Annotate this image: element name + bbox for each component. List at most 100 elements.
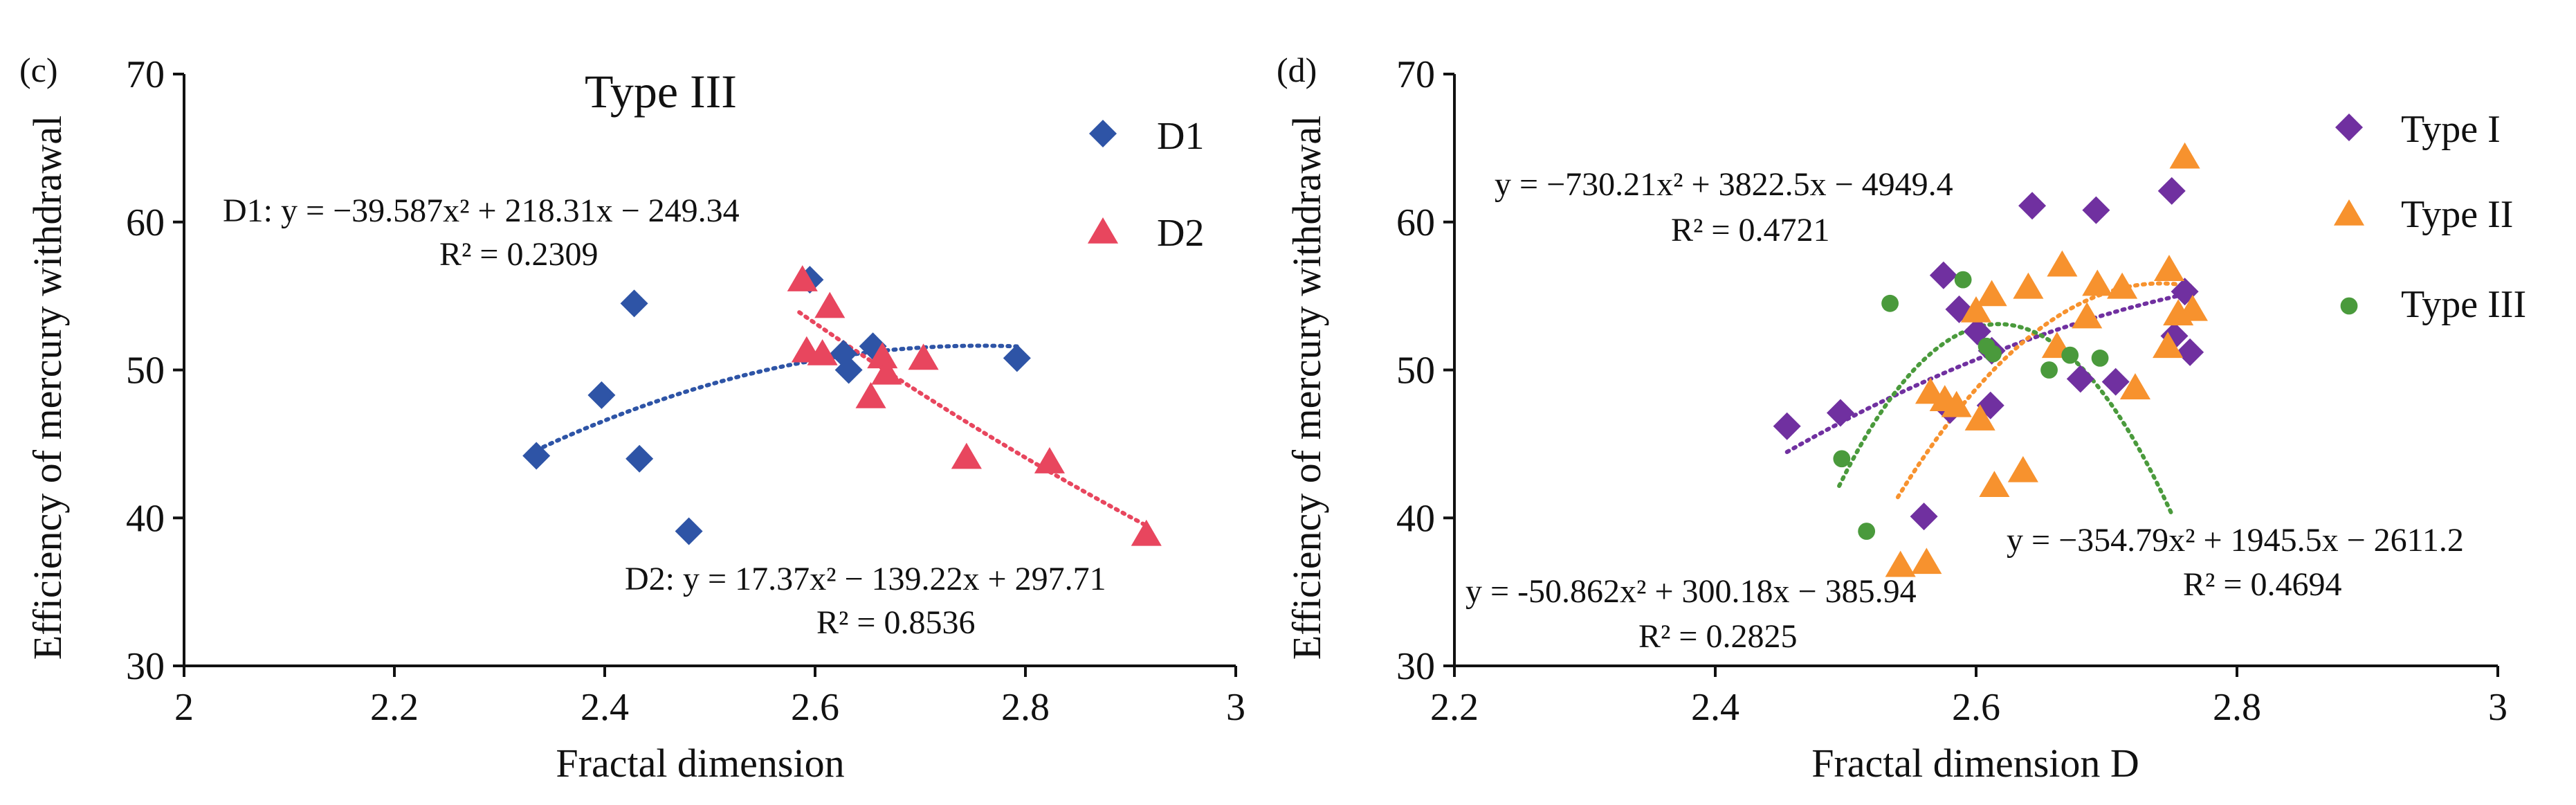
panel-label-d: (d) (1277, 51, 1317, 89)
x-tick-label: 2.6 (791, 686, 839, 729)
x-tick-label: 2 (174, 686, 194, 729)
data-point-type-iii (2040, 361, 2058, 379)
equation-type-3: y = −730.21x² + 3822.5x − 4949.4 (1495, 166, 1953, 203)
data-point-type-ii (2177, 294, 2208, 321)
legend-marker-type-i (2335, 114, 2363, 141)
x-tick-label: 3 (1226, 686, 1245, 729)
x-tick-label: 2.2 (370, 686, 419, 729)
y-tick-label: 70 (126, 53, 165, 96)
y-tick-label: 50 (126, 350, 165, 392)
x-tick-label: 2.8 (1001, 686, 1050, 729)
legend-c (1087, 120, 1119, 244)
r2-type-3: R² = 0.4721 (1671, 212, 1829, 248)
data-point-d2 (1034, 447, 1066, 473)
trendlines-c (534, 310, 1149, 528)
data-point-type-ii (2013, 272, 2044, 299)
equation-d1: D1: y = −39.587x² + 218.31x − 249.34 (223, 192, 740, 229)
trendline-type-ii (1895, 281, 2193, 500)
trendline-d2 (797, 310, 1149, 528)
data-point-d1 (620, 289, 648, 318)
data-point-type-i (2101, 368, 2130, 396)
data-point-type-ii (2072, 302, 2103, 329)
data-point-type-ii (1911, 548, 1942, 575)
y-tick-label: 60 (1396, 201, 1435, 244)
data-point-d2 (867, 342, 898, 369)
x-axis-title-c: Fractal dimension (556, 741, 844, 786)
data-point-type-iii (1984, 345, 2002, 363)
chart-panel-d: (d) Fractal dimension D Efficiency of me… (1277, 51, 2526, 786)
data-point-type-iii (1954, 271, 1972, 289)
legend-label-d1: D1 (1157, 115, 1204, 158)
x-tick-label: 3 (2488, 686, 2508, 729)
legend-marker-d2 (1087, 217, 1119, 244)
series-d2 (787, 265, 1162, 546)
data-point-type-iii (1858, 523, 1876, 540)
data-point-type-iii (1833, 450, 1851, 468)
data-point-type-ii (2082, 269, 2113, 296)
data-point-type-ii (1885, 550, 1916, 577)
data-point-type-i (1910, 503, 1938, 531)
data-point-d1 (587, 381, 616, 409)
legend-marker-type-ii (2333, 199, 2365, 226)
data-point-d1 (625, 444, 654, 473)
legend-label-type-3: Type III (2401, 283, 2526, 326)
data-point-type-i (2066, 365, 2094, 393)
y-tick-label: 30 (1396, 645, 1435, 688)
data-point-d2 (951, 442, 982, 469)
y-tick-label: 50 (1396, 350, 1435, 392)
y-tick-label: 30 (126, 645, 165, 688)
chart-title-c: Type III (585, 65, 737, 118)
legend-label-type-1: Type I (2401, 108, 2501, 151)
axes-c: 30 40 50 60 70 2 2.2 2.4 2.6 2.8 3 (126, 53, 1245, 729)
data-point-type-i (1826, 399, 1854, 427)
x-tick-label: 2.4 (1691, 686, 1739, 729)
equation-type-2: y = −354.79x² + 1945.5x − 2611.2 (2007, 522, 2464, 559)
data-point-d2 (1131, 519, 1162, 546)
data-point-type-i (1773, 412, 1801, 440)
y-tick-label: 40 (1396, 497, 1435, 540)
data-point-type-iii (2091, 350, 2109, 367)
x-tick-label: 2.2 (1430, 686, 1479, 729)
data-point-d1 (834, 356, 863, 384)
data-point-type-ii (2047, 250, 2078, 277)
data-point-type-ii (1976, 280, 2007, 307)
data-point-type-i (2176, 338, 2204, 366)
y-tick-label: 70 (1396, 53, 1435, 96)
data-point-d1 (1003, 344, 1031, 372)
data-point-type-i (1929, 261, 1957, 289)
legend-d (2333, 114, 2365, 315)
data-point-type-ii (2007, 455, 2038, 482)
data-point-type-i (2018, 192, 2047, 220)
y-axis-title-c: Efficiency of mercury withdrawal (25, 116, 70, 660)
panel-label-c: (c) (19, 51, 58, 89)
y-tick-label: 40 (126, 497, 165, 540)
y-axis-title-d: Efficiency of mercury withdrawal (1284, 116, 1329, 660)
data-point-type-ii (1979, 471, 2010, 498)
r2-d2: R² = 0.8536 (816, 604, 975, 641)
axes-d: 30 40 50 60 70 2.2 2.4 2.6 2.8 3 (1396, 53, 2508, 729)
equation-d2: D2: y = 17.37x² − 139.22x + 297.71 (625, 561, 1106, 597)
data-point-type-iii (2061, 346, 2079, 364)
x-tick-label: 2.4 (581, 686, 629, 729)
series-d1 (522, 266, 1031, 545)
data-point-type-i (2157, 177, 2186, 205)
data-point-type-ii (2119, 373, 2151, 399)
data-point-d2 (807, 338, 838, 365)
legend-label-type-2: Type II (2401, 193, 2513, 236)
equation-type-1: y = -50.862x² + 300.18x − 385.94 (1465, 573, 1917, 610)
data-point-d2 (814, 291, 846, 318)
series-type-ii (1885, 142, 2208, 577)
data-point-type-ii (1941, 390, 1972, 417)
data-point-d2 (855, 381, 886, 408)
data-point-type-ii (2169, 142, 2200, 169)
r2-d1: R² = 0.2309 (439, 236, 598, 273)
data-point-type-ii (2153, 332, 2184, 359)
data-point-d2 (908, 343, 939, 370)
series-type-iii (1833, 271, 2109, 540)
x-axis-title-d: Fractal dimension D (1811, 741, 2139, 786)
data-point-type-i (2082, 196, 2110, 224)
x-tick-label: 2.8 (2213, 686, 2261, 729)
data-point-type-iii (1881, 294, 1899, 312)
legend-marker-d1 (1089, 120, 1117, 147)
